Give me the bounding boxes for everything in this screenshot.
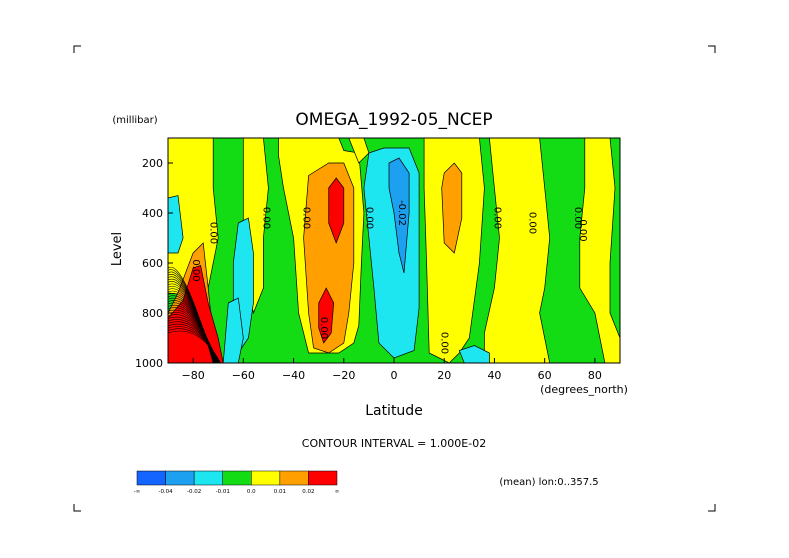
legend-label: -∞ <box>134 489 141 495</box>
y-tick-label: 200 <box>142 157 163 170</box>
y-tick-label: 600 <box>142 257 163 270</box>
contour-field <box>168 138 620 363</box>
contour-interval-note: CONTOUR INTERVAL = 1.000E-02 <box>302 437 486 450</box>
legend-swatch <box>165 470 195 486</box>
legend-label: -0.01 <box>216 489 230 495</box>
legend-swatch <box>193 470 223 486</box>
contour-label: 0.00 <box>301 207 312 229</box>
region-cyan-west-low <box>222 297 244 363</box>
legend-swatch <box>136 470 166 486</box>
contour-label: 0.00 <box>572 207 583 229</box>
x-tick-label: −20 <box>332 369 355 382</box>
y-tick-label: 400 <box>142 207 163 220</box>
legend-label: 0.02 <box>302 489 314 495</box>
contour-label: 0.00 <box>190 259 201 281</box>
x-tick-label: 20 <box>437 369 451 382</box>
legend-swatch <box>222 470 252 486</box>
y-axis: 200 400 600 800 1000 <box>135 157 173 370</box>
contour-label: 0.00 <box>318 317 329 339</box>
legend-label: 0.0 <box>247 489 256 495</box>
x-tick-label: 40 <box>487 369 501 382</box>
region-cyan-far-west <box>168 195 184 254</box>
contour-label: -0.02 <box>396 200 407 226</box>
region-red-upper <box>328 177 345 244</box>
contour-label: 0.00 <box>208 222 219 244</box>
y-tick-label: 1000 <box>135 357 163 370</box>
x-axis-unit: (degrees_north) <box>540 383 628 396</box>
x-axis-title: Latitude <box>365 403 423 419</box>
region-red-lower <box>318 287 335 344</box>
contour-label: 0.00 <box>439 332 450 354</box>
legend-label: ∞ <box>335 489 340 495</box>
y-axis-title: Level <box>110 232 125 266</box>
chart-title: OMEGA_1992-05_NCEP <box>295 110 492 130</box>
legend-label: -0.02 <box>187 489 201 495</box>
contour-label: 0.00 <box>491 207 502 229</box>
crop-mark-bottom-left <box>73 504 81 512</box>
mean-longitude-note: (mean) lon:0..357.5 <box>499 477 598 488</box>
x-tick-label: 80 <box>588 369 602 382</box>
y-axis-unit: (millibar) <box>112 115 157 126</box>
crop-marks <box>73 45 716 512</box>
contour-labels: 0.000.000.00 0.00 0.00 -0.02 0.00 0.00 0.000.0… <box>190 200 588 354</box>
color-legend: -∞ -0.04 -0.02 -0.01 0.0 0.01 0.02 ∞ <box>134 470 340 495</box>
x-tick-label: 60 <box>538 369 552 382</box>
contour-label: 0.00 <box>577 219 588 241</box>
contour-label: 0.00 <box>363 207 374 229</box>
contour-label: 0.00 <box>260 207 271 229</box>
region-cyan-low <box>458 345 490 363</box>
x-tick-label: 0 <box>391 369 398 382</box>
x-tick-label: −60 <box>232 369 255 382</box>
y-tick-label: 800 <box>142 307 163 320</box>
region-yellow-far <box>484 138 551 363</box>
region-orange-north <box>441 162 463 254</box>
region-yellow-east <box>579 138 620 363</box>
crop-mark-top-right <box>708 45 716 53</box>
legend-swatch <box>279 470 309 486</box>
dense-contour-line <box>168 330 221 363</box>
contour-label: 0.00 <box>527 212 538 234</box>
legend-label: 0.01 <box>274 489 286 495</box>
x-axis: −80 −60 −40 −20 0 20 40 60 80 <box>182 358 602 382</box>
crop-mark-bottom-right <box>708 504 716 512</box>
legend-swatch <box>308 470 338 486</box>
crop-mark-top-left <box>73 45 81 53</box>
legend-label: -0.04 <box>158 489 173 495</box>
legend-swatch <box>251 470 281 486</box>
x-tick-label: −80 <box>182 369 205 382</box>
region-blue-center <box>388 157 410 274</box>
x-tick-label: −40 <box>282 369 305 382</box>
